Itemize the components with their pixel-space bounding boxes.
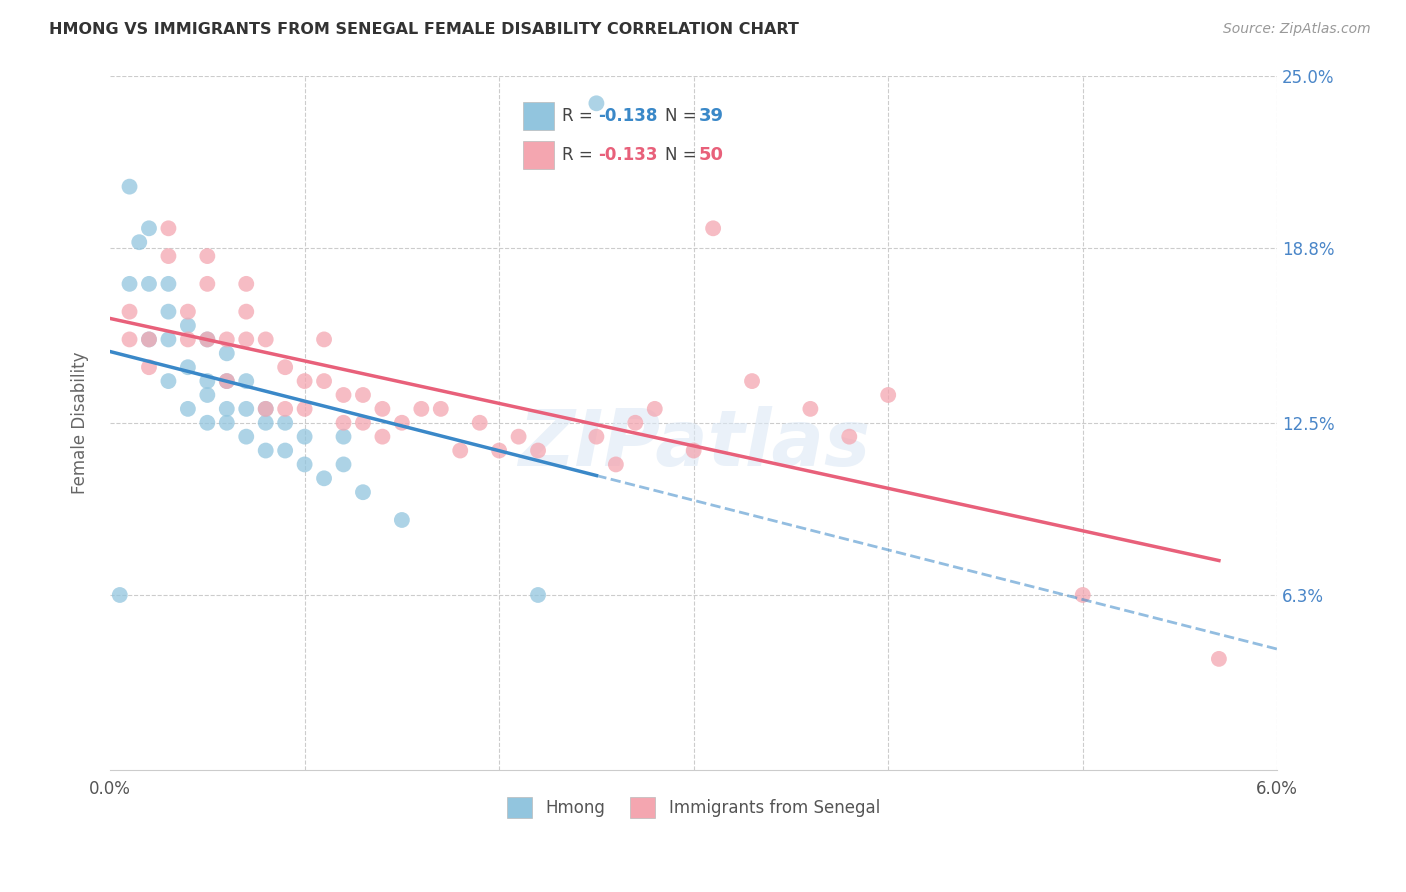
- Point: [235, 401, 257, 416]
- Point: [254, 443, 277, 458]
- Point: [527, 443, 550, 458]
- Point: [177, 360, 200, 375]
- Point: [195, 416, 218, 430]
- Point: [585, 430, 607, 444]
- Point: [682, 443, 704, 458]
- Point: [235, 374, 257, 388]
- Point: [294, 458, 316, 472]
- Point: [391, 513, 413, 527]
- Point: [605, 458, 627, 472]
- Point: [391, 416, 413, 430]
- Point: [118, 277, 141, 291]
- Point: [294, 401, 316, 416]
- Point: [274, 401, 297, 416]
- Point: [215, 401, 238, 416]
- Point: [138, 360, 160, 375]
- Point: [294, 374, 316, 388]
- Point: [195, 388, 218, 402]
- Point: [1071, 588, 1094, 602]
- Point: [138, 277, 160, 291]
- Point: [429, 401, 451, 416]
- Point: [352, 416, 374, 430]
- Point: [274, 416, 297, 430]
- Point: [157, 374, 180, 388]
- Point: [312, 374, 335, 388]
- Point: [177, 333, 200, 347]
- Point: [118, 333, 141, 347]
- Point: [195, 374, 218, 388]
- Point: [371, 430, 394, 444]
- Point: [332, 458, 354, 472]
- Point: [702, 221, 724, 235]
- Point: [235, 430, 257, 444]
- Point: [118, 304, 141, 318]
- Point: [332, 388, 354, 402]
- Point: [177, 318, 200, 333]
- Legend: Hmong, Immigrants from Senegal: Hmong, Immigrants from Senegal: [501, 790, 887, 824]
- Point: [312, 471, 335, 485]
- Point: [254, 401, 277, 416]
- Point: [108, 588, 131, 602]
- Point: [274, 360, 297, 375]
- Point: [624, 416, 647, 430]
- Point: [215, 346, 238, 360]
- Point: [352, 485, 374, 500]
- Text: Source: ZipAtlas.com: Source: ZipAtlas.com: [1223, 22, 1371, 37]
- Point: [254, 333, 277, 347]
- Point: [215, 374, 238, 388]
- Point: [157, 221, 180, 235]
- Point: [838, 430, 860, 444]
- Text: HMONG VS IMMIGRANTS FROM SENEGAL FEMALE DISABILITY CORRELATION CHART: HMONG VS IMMIGRANTS FROM SENEGAL FEMALE …: [49, 22, 799, 37]
- Point: [508, 430, 530, 444]
- Point: [411, 401, 433, 416]
- Point: [585, 96, 607, 111]
- Point: [352, 388, 374, 402]
- Point: [138, 221, 160, 235]
- Point: [157, 249, 180, 263]
- Point: [215, 416, 238, 430]
- Y-axis label: Female Disability: Female Disability: [72, 351, 89, 494]
- Point: [274, 443, 297, 458]
- Point: [215, 333, 238, 347]
- Point: [215, 374, 238, 388]
- Point: [138, 333, 160, 347]
- Point: [449, 443, 471, 458]
- Point: [312, 333, 335, 347]
- Point: [254, 416, 277, 430]
- Point: [254, 401, 277, 416]
- Point: [195, 333, 218, 347]
- Point: [235, 333, 257, 347]
- Point: [799, 401, 821, 416]
- Point: [235, 277, 257, 291]
- Point: [195, 333, 218, 347]
- Point: [177, 304, 200, 318]
- Point: [235, 304, 257, 318]
- Point: [157, 304, 180, 318]
- Point: [128, 235, 150, 250]
- Point: [195, 277, 218, 291]
- Point: [294, 430, 316, 444]
- Point: [877, 388, 900, 402]
- Point: [332, 430, 354, 444]
- Point: [527, 588, 550, 602]
- Point: [118, 179, 141, 194]
- Point: [332, 416, 354, 430]
- Point: [371, 401, 394, 416]
- Point: [157, 333, 180, 347]
- Point: [468, 416, 491, 430]
- Point: [157, 277, 180, 291]
- Point: [195, 249, 218, 263]
- Point: [488, 443, 510, 458]
- Point: [1208, 652, 1230, 666]
- Point: [741, 374, 763, 388]
- Point: [138, 333, 160, 347]
- Point: [177, 401, 200, 416]
- Text: ZIPatlas: ZIPatlas: [517, 406, 870, 482]
- Point: [644, 401, 666, 416]
